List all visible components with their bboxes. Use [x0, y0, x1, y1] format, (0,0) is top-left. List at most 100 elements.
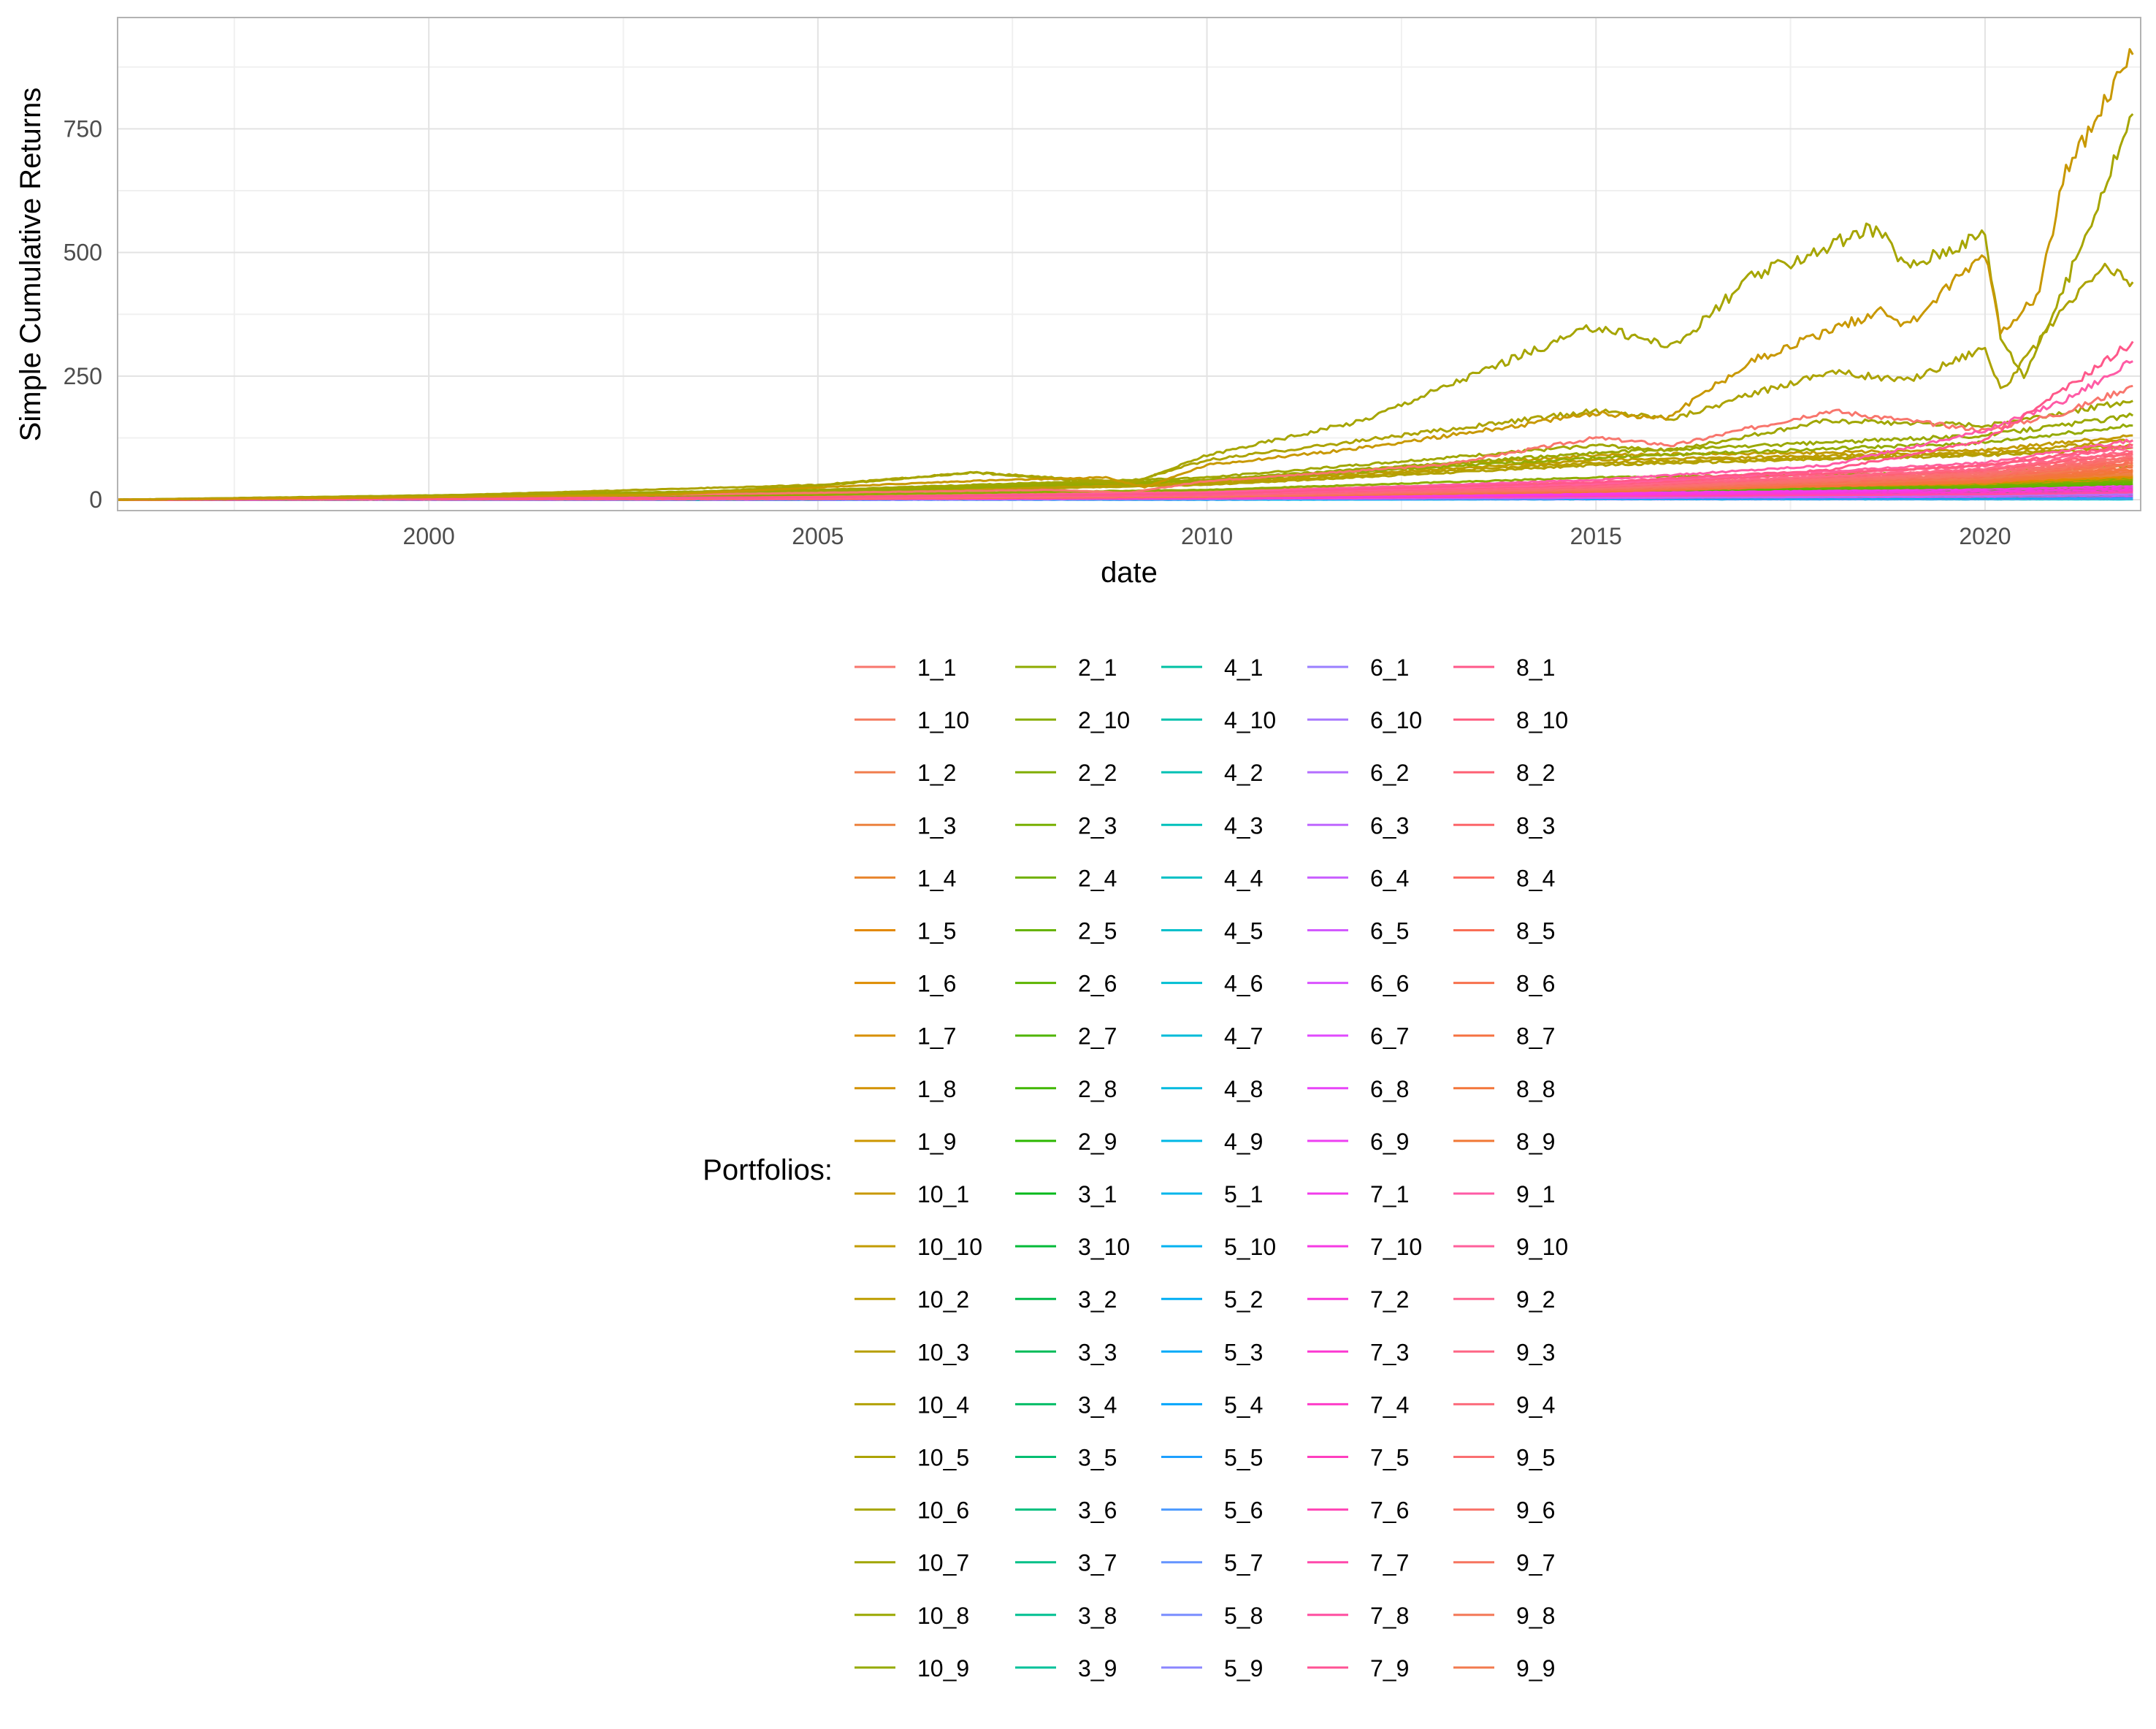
y-tick-label: 500 — [64, 240, 102, 266]
legend-item-8-10: 8_10 — [1453, 707, 1568, 733]
legend-item-9-9: 9_9 — [1453, 1655, 1555, 1682]
legend-item-2-6: 2_6 — [1015, 971, 1117, 997]
legend-label: 5_4 — [1224, 1392, 1263, 1418]
legend-item-1-1: 1_1 — [855, 654, 956, 681]
legend-label: 7_5 — [1370, 1445, 1409, 1471]
legend-label: 2_8 — [1078, 1076, 1117, 1102]
legend-label: 2_3 — [1078, 812, 1117, 839]
legend-item-1-9: 1_9 — [855, 1129, 956, 1155]
legend-title: Portfolios: — [703, 1154, 833, 1186]
legend-item-4-4: 4_4 — [1161, 865, 1263, 891]
legend-label: 3_6 — [1078, 1497, 1117, 1524]
legend-item-9-4: 9_4 — [1453, 1392, 1555, 1418]
legend-label: 10_8 — [917, 1603, 969, 1629]
legend-label: 4_6 — [1224, 971, 1263, 997]
legend-item-5-6: 5_6 — [1161, 1497, 1263, 1524]
legend-label: 9_5 — [1516, 1445, 1555, 1471]
legend-label: 4_9 — [1224, 1129, 1263, 1155]
series-line-10-1 — [117, 47, 2134, 501]
legend-label: 8_3 — [1516, 812, 1555, 839]
legend-item-2-9: 2_9 — [1015, 1129, 1117, 1155]
legend-item-1-3: 1_3 — [855, 812, 956, 839]
legend-label: 3_4 — [1078, 1392, 1117, 1418]
legend-label: 5_7 — [1224, 1550, 1263, 1576]
x-tick-label: 2020 — [1959, 523, 2011, 549]
legend-item-4-3: 4_3 — [1161, 812, 1263, 839]
y-tick-label: 250 — [64, 363, 102, 389]
legend-label: 7_7 — [1370, 1550, 1409, 1576]
legend-label: 4_8 — [1224, 1076, 1263, 1102]
legend-item-5-2: 5_2 — [1161, 1286, 1263, 1313]
legend-label: 2_6 — [1078, 971, 1117, 997]
legend-label: 6_3 — [1370, 812, 1409, 839]
legend-label: 4_10 — [1224, 707, 1276, 733]
x-tick-labels: 2000 2005 2010 2015 2020 — [403, 523, 2011, 549]
legend-label: 5_6 — [1224, 1497, 1263, 1524]
legend-label: 5_5 — [1224, 1445, 1263, 1471]
legend-item-4-8: 4_8 — [1161, 1076, 1263, 1102]
legend-item-5-4: 5_4 — [1161, 1392, 1263, 1418]
legend-item-6-9: 6_9 — [1307, 1129, 1409, 1155]
x-tick-label: 2015 — [1570, 523, 1622, 549]
x-tick-label: 2010 — [1181, 523, 1233, 549]
series-layer — [117, 47, 2134, 501]
legend-item-1-10: 1_10 — [855, 707, 969, 733]
legend-item-9-3: 9_3 — [1453, 1339, 1555, 1365]
legend-item-5-8: 5_8 — [1161, 1603, 1263, 1629]
legend-label: 3_8 — [1078, 1603, 1117, 1629]
legend-label: 6_5 — [1370, 918, 1409, 944]
y-axis-title: Simple Cumulative Returns — [15, 88, 47, 442]
x-tick-label: 2000 — [403, 523, 455, 549]
legend-label: 4_7 — [1224, 1023, 1263, 1050]
legend-item-4-7: 4_7 — [1161, 1023, 1263, 1050]
legend-item-1-8: 1_8 — [855, 1076, 956, 1102]
legend-item-3-4: 3_4 — [1015, 1392, 1117, 1418]
legend-label: 6_9 — [1370, 1129, 1409, 1155]
legend-item-9-10: 9_10 — [1453, 1234, 1568, 1260]
legend-item-3-3: 3_3 — [1015, 1339, 1117, 1365]
legend-item-5-1: 5_1 — [1161, 1181, 1263, 1207]
y-tick-label: 750 — [64, 115, 102, 142]
legend-label: 3_1 — [1078, 1181, 1117, 1207]
legend-item-9-6: 9_6 — [1453, 1497, 1555, 1524]
legend-label: 4_4 — [1224, 865, 1263, 891]
legend-item-10-9: 10_9 — [855, 1655, 969, 1682]
legend-label: 6_4 — [1370, 865, 1409, 891]
legend-label: 9_1 — [1516, 1181, 1555, 1207]
legend-label: 2_2 — [1078, 760, 1117, 786]
legend-label: 1_7 — [917, 1023, 956, 1050]
x-tick-label: 2005 — [792, 523, 844, 549]
legend-label: 8_7 — [1516, 1023, 1555, 1050]
legend-label: 6_8 — [1370, 1076, 1409, 1102]
legend-label: 1_2 — [917, 760, 956, 786]
legend-label: 6_1 — [1370, 654, 1409, 681]
legend-label: 8_1 — [1516, 654, 1555, 681]
grid-minor — [118, 18, 2141, 511]
legend-item-9-1: 9_1 — [1453, 1181, 1555, 1207]
legend-item-10-8: 10_8 — [855, 1603, 969, 1629]
legend-label: 7_9 — [1370, 1655, 1409, 1682]
legend-label: 7_6 — [1370, 1497, 1409, 1524]
legend-label: 7_3 — [1370, 1339, 1409, 1365]
legend-label: 5_8 — [1224, 1603, 1263, 1629]
legend-label: 1_10 — [917, 707, 969, 733]
legend-item-3-8: 3_8 — [1015, 1603, 1117, 1629]
legend-label: 9_7 — [1516, 1550, 1555, 1576]
legend-label: 3_5 — [1078, 1445, 1117, 1471]
legend-item-7-1: 7_1 — [1307, 1181, 1409, 1207]
legend-item-2-8: 2_8 — [1015, 1076, 1117, 1102]
legend-label: 1_6 — [917, 971, 956, 997]
legend-label: 1_1 — [917, 654, 956, 681]
legend-item-1-2: 1_2 — [855, 760, 956, 786]
legend-item-3-6: 3_6 — [1015, 1497, 1117, 1524]
legend-item-10-3: 10_3 — [855, 1339, 969, 1365]
legend-item-7-10: 7_10 — [1307, 1234, 1422, 1260]
legend-label: 4_1 — [1224, 654, 1263, 681]
legend-item-8-8: 8_8 — [1453, 1076, 1555, 1102]
legend-label: 10_5 — [917, 1445, 969, 1471]
legend-item-5-3: 5_3 — [1161, 1339, 1263, 1365]
plot-panel-background — [118, 18, 2141, 511]
legend-item-3-5: 3_5 — [1015, 1445, 1117, 1471]
legend-label: 7_2 — [1370, 1286, 1409, 1313]
legend-item-3-9: 3_9 — [1015, 1655, 1117, 1682]
